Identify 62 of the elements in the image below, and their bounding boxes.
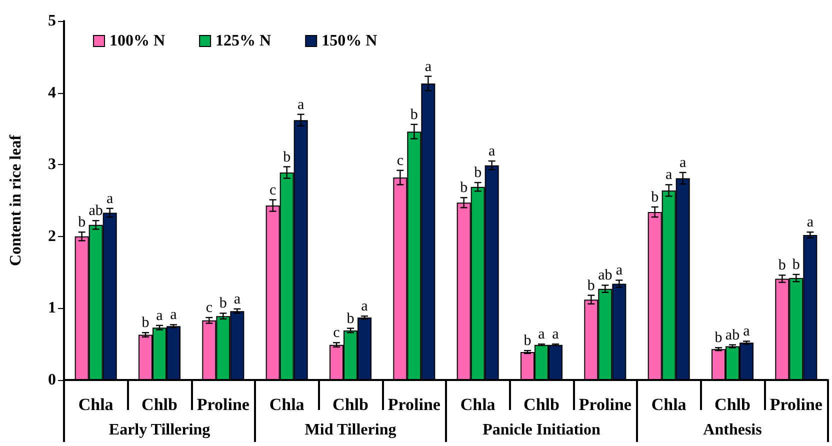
data-label: b xyxy=(346,310,354,327)
x-tick-label: Chlb xyxy=(524,395,560,414)
x-tick-label: Chla xyxy=(651,395,687,414)
y-tick-label: 3 xyxy=(48,156,56,174)
y-tick-label: 0 xyxy=(48,372,56,388)
data-label: ab xyxy=(88,203,103,220)
x-tick-label: Proline xyxy=(388,395,441,414)
data-label: b xyxy=(651,189,659,206)
data-label: ab xyxy=(598,268,612,284)
data-label: a xyxy=(679,155,686,171)
data-label: a xyxy=(806,214,814,231)
data-label: c xyxy=(333,325,340,342)
x-tick-label: Chlb xyxy=(332,395,368,414)
text: Mid Tillering xyxy=(304,422,396,438)
data-label: a xyxy=(106,190,114,207)
text: Panicle Initiation xyxy=(482,422,600,438)
data-label: a xyxy=(361,298,368,315)
data-label: c xyxy=(269,182,276,198)
data-label: a xyxy=(552,326,560,343)
y-tick-label: 2 xyxy=(48,228,56,245)
data-label: a xyxy=(234,291,241,308)
data-label: b xyxy=(410,106,418,123)
x-tick-label: Proline xyxy=(196,395,250,414)
data-label: ab xyxy=(725,327,740,344)
legend-label: 100% N xyxy=(110,32,166,50)
text: Anthesis xyxy=(703,422,762,438)
data-label: b xyxy=(792,256,800,273)
data-label: a xyxy=(170,307,178,324)
x-tick-label: Chla xyxy=(78,395,114,414)
data-label: c xyxy=(396,152,404,169)
y-tick-label: 1 xyxy=(48,300,56,317)
data-label: b xyxy=(460,180,468,196)
data-label: b xyxy=(474,165,482,182)
legend-label: 150% N xyxy=(322,32,378,50)
legend-label: 125% N xyxy=(216,32,272,50)
x-tick-label: Chlb xyxy=(714,395,750,414)
data-label: b xyxy=(587,278,595,294)
data-label: b xyxy=(778,258,786,274)
y-tick-label: 4 xyxy=(48,84,56,102)
data-label: b xyxy=(78,214,86,231)
x-tick-label: Chla xyxy=(269,395,305,414)
x-tick-label: Chlb xyxy=(142,395,178,414)
data-label: a xyxy=(297,96,304,113)
data-label: b xyxy=(219,296,227,312)
data-label: b xyxy=(524,333,532,350)
text: Early Tillering xyxy=(108,422,210,438)
data-label: a xyxy=(488,144,496,160)
data-label: a xyxy=(743,324,750,340)
data-label: b xyxy=(142,315,150,332)
y-tick-label: 5 xyxy=(48,12,56,30)
data-label: a xyxy=(538,326,546,343)
data-label: b xyxy=(283,149,291,166)
data-label: b xyxy=(714,330,722,346)
data-label: a xyxy=(616,262,623,279)
y-axis-title: Content in rice leaf xyxy=(8,134,24,266)
data-label: a xyxy=(156,308,164,324)
x-tick-label: Proline xyxy=(578,395,632,414)
data-label: c xyxy=(206,300,213,316)
x-tick-label: Proline xyxy=(770,395,823,414)
x-tick-label: Chla xyxy=(460,395,496,414)
data-label: a xyxy=(665,167,672,184)
data-label: a xyxy=(424,58,432,75)
